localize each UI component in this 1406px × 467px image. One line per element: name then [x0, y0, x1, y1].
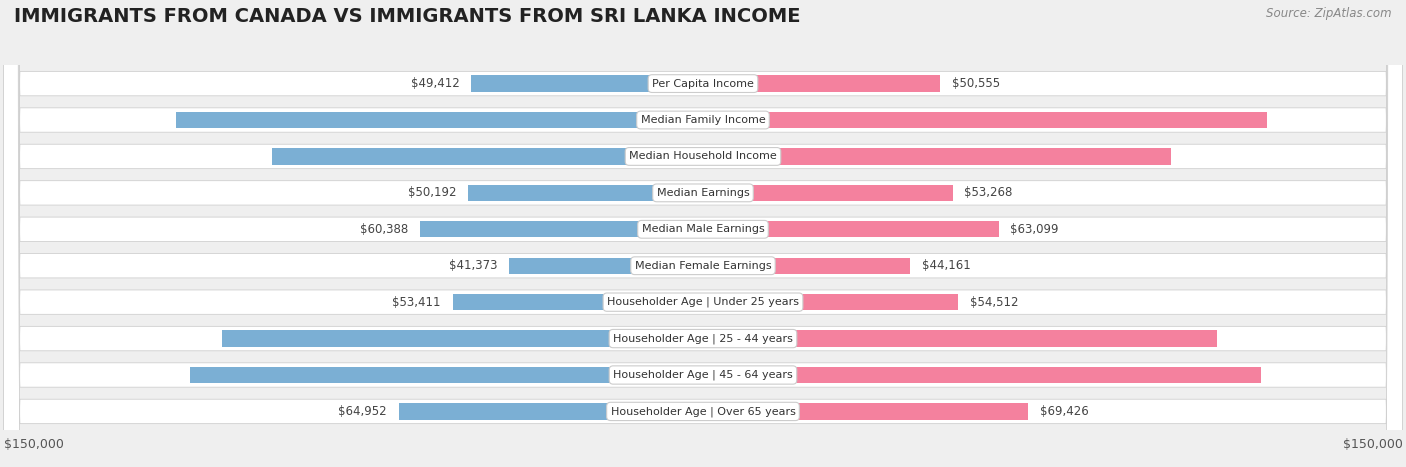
Text: $112,374: $112,374 [689, 113, 751, 127]
Text: Median Male Earnings: Median Male Earnings [641, 224, 765, 234]
Text: $64,952: $64,952 [339, 405, 387, 418]
Text: $53,411: $53,411 [392, 296, 441, 309]
Text: $50,555: $50,555 [952, 77, 1000, 90]
Bar [703, 403, 1028, 420]
Text: Median Female Earnings: Median Female Earnings [634, 261, 772, 271]
Text: $150,000: $150,000 [1343, 438, 1402, 451]
FancyBboxPatch shape [4, 0, 1402, 467]
Bar [453, 294, 703, 311]
FancyBboxPatch shape [4, 0, 1402, 467]
Text: $54,512: $54,512 [970, 296, 1019, 309]
Text: $119,094: $119,094 [655, 368, 717, 382]
Bar [176, 112, 703, 128]
Text: $63,099: $63,099 [1011, 223, 1059, 236]
Text: Median Earnings: Median Earnings [657, 188, 749, 198]
Bar [703, 148, 1171, 165]
Text: $60,388: $60,388 [360, 223, 408, 236]
Text: $49,412: $49,412 [411, 77, 460, 90]
Text: $53,268: $53,268 [965, 186, 1012, 199]
Text: $102,616: $102,616 [689, 332, 751, 345]
FancyBboxPatch shape [4, 0, 1402, 467]
Text: $41,373: $41,373 [449, 259, 498, 272]
Text: Householder Age | 25 - 44 years: Householder Age | 25 - 44 years [613, 333, 793, 344]
Text: Householder Age | Under 25 years: Householder Age | Under 25 years [607, 297, 799, 307]
FancyBboxPatch shape [4, 0, 1402, 467]
Text: IMMIGRANTS FROM CANADA VS IMMIGRANTS FROM SRI LANKA INCOME: IMMIGRANTS FROM CANADA VS IMMIGRANTS FRO… [14, 7, 800, 26]
Bar [703, 184, 953, 201]
FancyBboxPatch shape [4, 0, 1402, 467]
FancyBboxPatch shape [4, 0, 1402, 467]
Bar [703, 75, 941, 92]
Text: Per Capita Income: Per Capita Income [652, 78, 754, 89]
Bar [471, 75, 703, 92]
Text: Householder Age | Over 65 years: Householder Age | Over 65 years [610, 406, 796, 417]
Bar [703, 221, 998, 238]
Text: Householder Age | 45 - 64 years: Householder Age | 45 - 64 years [613, 370, 793, 380]
FancyBboxPatch shape [4, 0, 1402, 467]
FancyBboxPatch shape [4, 0, 1402, 467]
Bar [222, 330, 703, 347]
Bar [703, 294, 959, 311]
Text: $92,029: $92,029 [689, 150, 742, 163]
Text: $109,402: $109,402 [689, 368, 751, 382]
Bar [398, 403, 703, 420]
Bar [703, 257, 910, 274]
Bar [703, 330, 1218, 347]
Text: $99,943: $99,943 [664, 150, 717, 163]
Bar [190, 367, 703, 383]
Text: Source: ZipAtlas.com: Source: ZipAtlas.com [1267, 7, 1392, 20]
Bar [271, 148, 703, 165]
Text: $50,192: $50,192 [408, 186, 456, 199]
Bar [420, 221, 703, 238]
Bar [509, 257, 703, 274]
Text: $69,426: $69,426 [1040, 405, 1088, 418]
FancyBboxPatch shape [4, 0, 1402, 467]
Text: $120,263: $120,263 [655, 113, 717, 127]
Bar [468, 184, 703, 201]
Text: Median Family Income: Median Family Income [641, 115, 765, 125]
Text: $150,000: $150,000 [4, 438, 63, 451]
Text: Median Household Income: Median Household Income [628, 151, 778, 162]
FancyBboxPatch shape [4, 0, 1402, 467]
Text: $109,741: $109,741 [655, 332, 717, 345]
Bar [703, 367, 1261, 383]
Text: $44,161: $44,161 [922, 259, 970, 272]
Bar [703, 112, 1267, 128]
